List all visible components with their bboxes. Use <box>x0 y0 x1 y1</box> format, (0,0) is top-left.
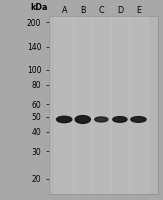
Ellipse shape <box>57 116 72 123</box>
Text: E: E <box>136 6 141 15</box>
Bar <box>91 16 111 194</box>
Ellipse shape <box>131 117 146 122</box>
Ellipse shape <box>113 117 127 122</box>
Bar <box>54 16 74 194</box>
Ellipse shape <box>95 117 108 122</box>
Text: D: D <box>117 6 123 15</box>
Ellipse shape <box>75 116 90 123</box>
Bar <box>129 16 148 194</box>
Text: kDa: kDa <box>30 3 48 12</box>
Bar <box>110 16 130 194</box>
Text: C: C <box>98 6 104 15</box>
Bar <box>73 16 93 194</box>
Text: B: B <box>80 6 86 15</box>
Text: A: A <box>61 6 67 15</box>
